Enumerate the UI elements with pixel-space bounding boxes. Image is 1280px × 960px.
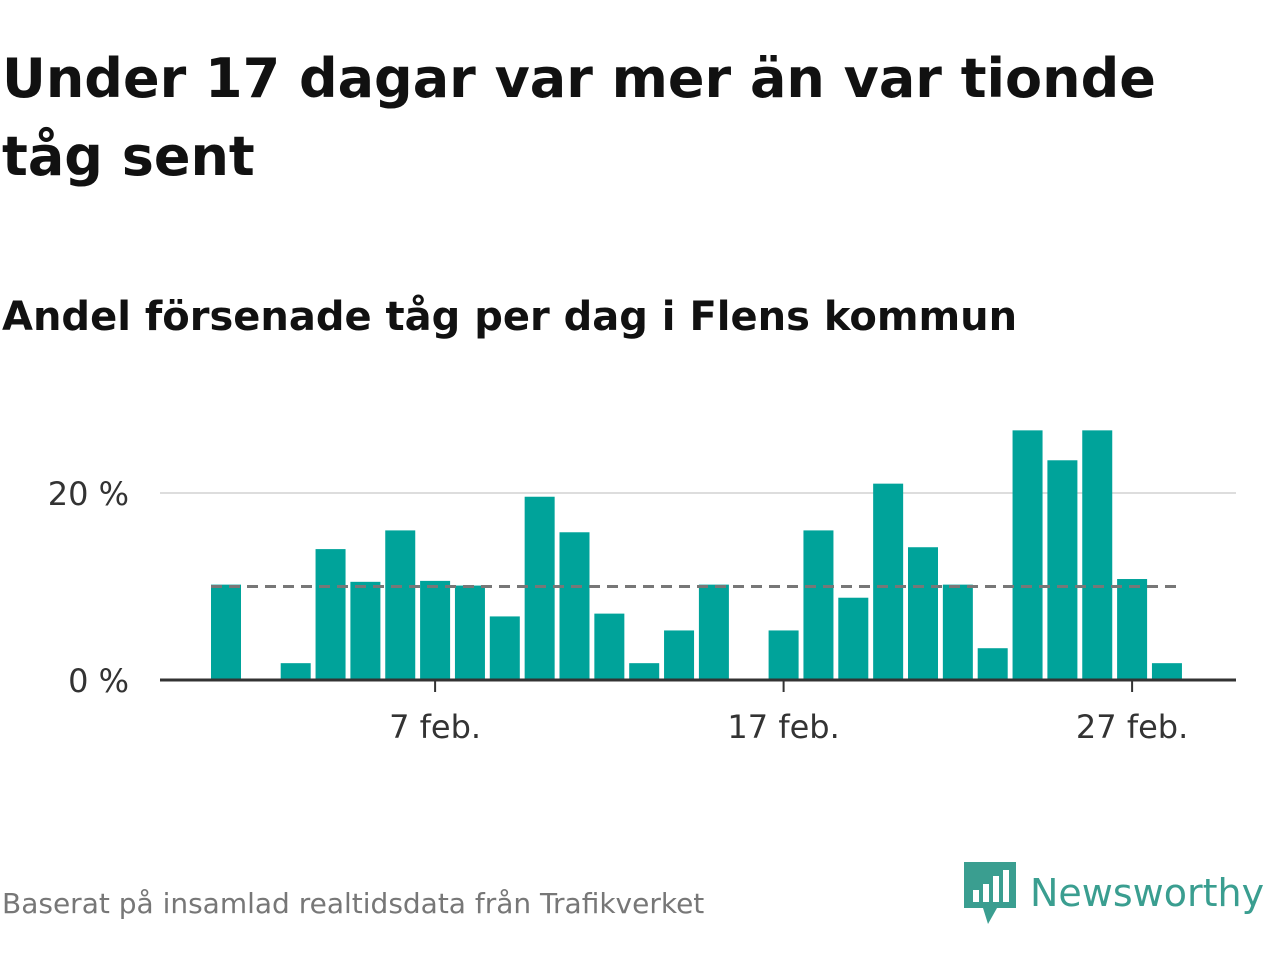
bar — [977, 648, 1008, 680]
chart-title: Under 17 dagar var mer än var tionde tåg… — [2, 47, 1156, 188]
y-tick-label: 0 % — [68, 662, 129, 700]
bar — [280, 663, 311, 680]
newsworthy-logo-icon — [964, 862, 1016, 924]
bar — [350, 581, 381, 680]
bar — [873, 483, 904, 680]
bar — [1047, 460, 1078, 680]
bar — [524, 496, 555, 680]
bar — [698, 584, 729, 680]
bar — [629, 663, 660, 680]
bar-series — [211, 430, 1182, 680]
brand-name: Newsworthy — [1030, 871, 1265, 915]
bar — [1082, 430, 1113, 680]
x-tick-label: 27 feb. — [1076, 708, 1188, 746]
bar — [454, 585, 485, 680]
source-note: Baserat på insamlad realtidsdata från Tr… — [2, 887, 705, 920]
bar — [420, 580, 451, 680]
bar — [385, 530, 416, 680]
bar — [594, 613, 625, 680]
bar — [489, 616, 520, 680]
bar — [211, 584, 241, 680]
bar — [1012, 430, 1043, 680]
bar — [1117, 579, 1148, 680]
axes: 0 % 20 % 7 feb. 17 feb. 27 feb. — [48, 475, 1236, 746]
bar — [908, 547, 938, 680]
y-tick-label: 20 % — [48, 475, 129, 513]
x-tick-label: 7 feb. — [389, 708, 481, 746]
x-tick-label: 17 feb. — [727, 708, 839, 746]
bar — [768, 630, 799, 680]
bar — [803, 530, 834, 680]
chart-subtitle: Andel försenade tåg per dag i Flens komm… — [2, 294, 1018, 340]
brand-logo[interactable]: Newsworthy — [964, 862, 1264, 924]
bar-chart: 0 % 20 % 7 feb. 17 feb. 27 feb. — [48, 430, 1236, 746]
bar — [1151, 663, 1182, 680]
bar — [315, 549, 346, 680]
bar — [664, 630, 695, 680]
bar — [559, 532, 590, 680]
bar — [838, 597, 869, 680]
bar — [942, 584, 973, 680]
